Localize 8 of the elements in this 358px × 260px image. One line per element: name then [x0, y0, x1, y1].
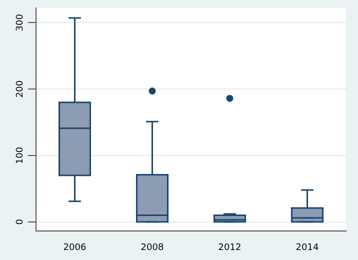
x-tick-label: 2012: [218, 242, 242, 253]
x-tick-label: 2008: [140, 242, 164, 253]
x-tick-label: 2006: [63, 242, 86, 253]
y-tick-label: 100: [15, 146, 26, 164]
y-tick-label: 200: [15, 80, 26, 98]
y-tick-label: 0: [15, 218, 26, 225]
x-tick-label: 2014: [296, 242, 319, 253]
y-tick-label: 300: [15, 14, 26, 32]
